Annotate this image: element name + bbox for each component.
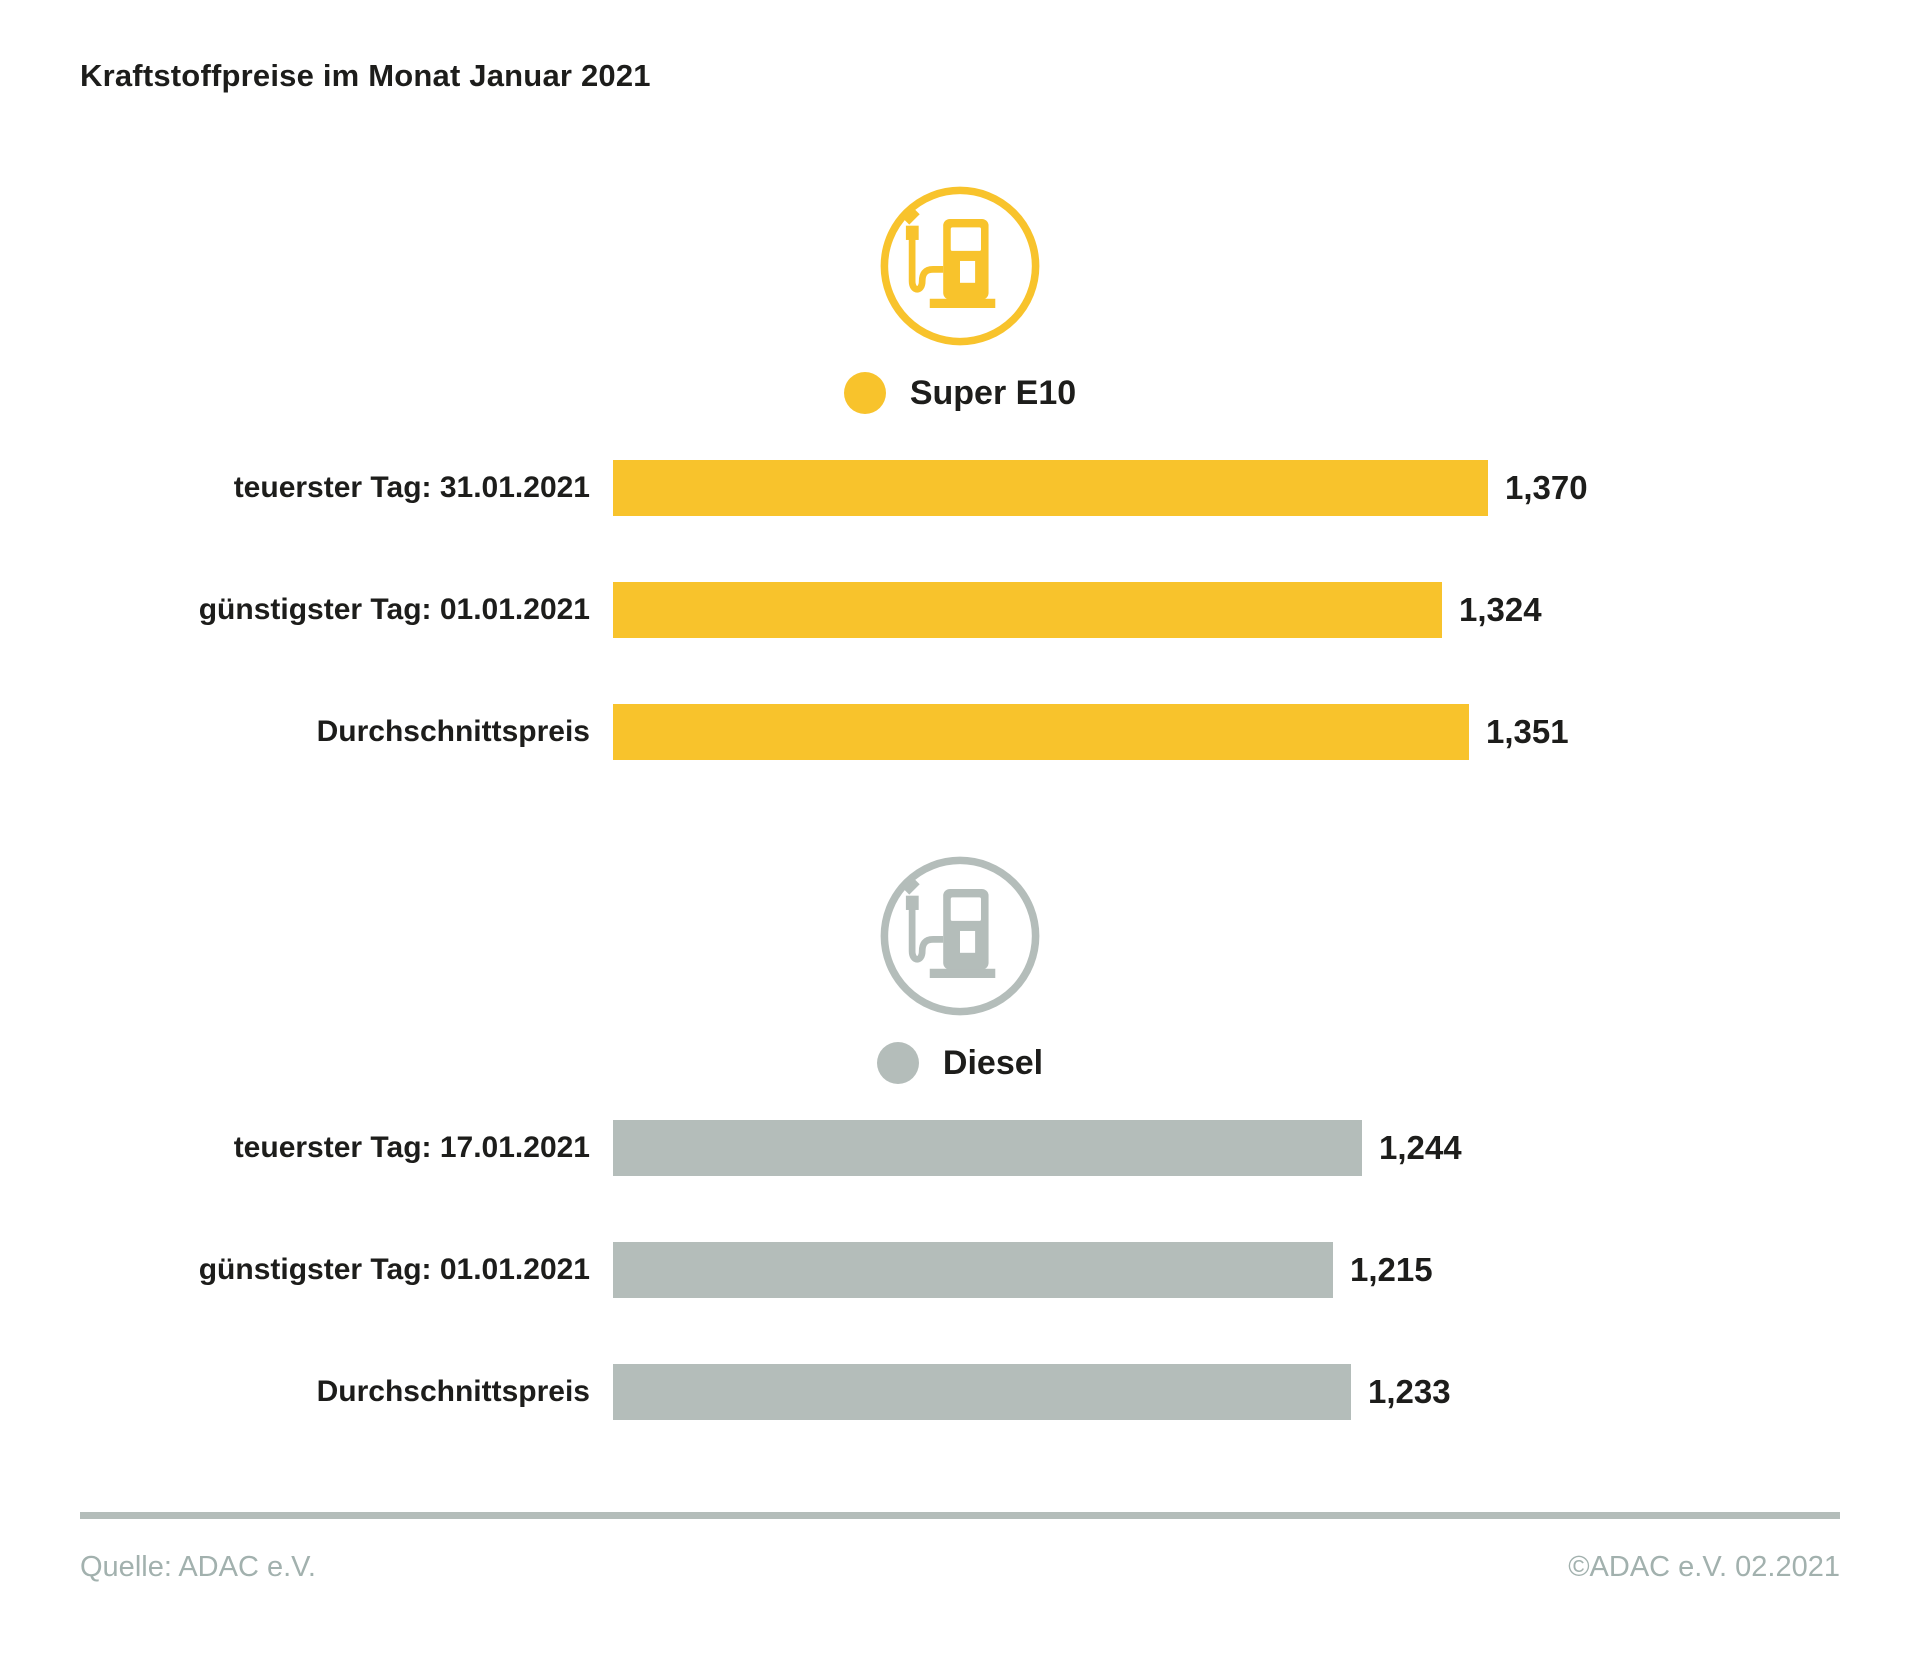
source-text: Quelle: ADAC e.V. bbox=[80, 1551, 316, 1583]
bar-label: Durchschnittspreis bbox=[316, 715, 590, 748]
bar-label: teuerster Tag: 17.01.2021 bbox=[233, 1131, 590, 1164]
bar-label: günstigster Tag: 01.01.2021 bbox=[198, 593, 590, 626]
footer-divider bbox=[80, 1512, 1840, 1519]
bar-label: günstigster Tag: 01.01.2021 bbox=[198, 1253, 590, 1286]
fuel-pump-icon bbox=[80, 852, 1840, 1020]
legend-diesel: Diesel bbox=[80, 1042, 1840, 1084]
footer: Quelle: ADAC e.V. ©ADAC e.V. 02.2021 bbox=[80, 1551, 1840, 1584]
bar-value: 1,233 bbox=[1368, 1373, 1451, 1410]
bar-value: 1,324 bbox=[1459, 591, 1542, 628]
fuel-pump-icon bbox=[880, 856, 1040, 1016]
bar bbox=[613, 1120, 1362, 1176]
fuel-pump-icon bbox=[80, 182, 1840, 350]
bar-value: 1,244 bbox=[1379, 1129, 1462, 1166]
group-super-e10: Super E10 teuerster Tag: 31.01.2021 1,37… bbox=[80, 182, 1840, 760]
bar bbox=[613, 1242, 1333, 1298]
bar-label: Durchschnittspreis bbox=[316, 1375, 590, 1408]
bar-row: günstigster Tag: 01.01.2021 1,324 bbox=[80, 582, 1840, 638]
bar-row: teuerster Tag: 31.01.2021 1,370 bbox=[80, 460, 1840, 516]
bar bbox=[613, 704, 1469, 760]
legend-dot bbox=[843, 372, 886, 414]
bar-label: teuerster Tag: 31.01.2021 bbox=[233, 471, 590, 504]
legend-label: Diesel bbox=[942, 1043, 1044, 1082]
bar-value: 1,370 bbox=[1505, 469, 1588, 506]
bar-row: teuerster Tag: 17.01.2021 1,244 bbox=[80, 1120, 1840, 1176]
bar-value: 1,215 bbox=[1350, 1251, 1433, 1288]
fuel-pump-icon bbox=[880, 186, 1040, 346]
copyright-text: ©ADAC e.V. 02.2021 bbox=[1568, 1551, 1840, 1583]
bar-group-diesel: teuerster Tag: 17.01.2021 1,244 günstigs… bbox=[80, 1120, 1840, 1420]
group-diesel: Diesel teuerster Tag: 17.01.2021 1,244 g… bbox=[80, 852, 1840, 1420]
bar bbox=[613, 460, 1488, 516]
bar-row: Durchschnittspreis 1,233 bbox=[80, 1364, 1840, 1420]
bar-group-super-e10: teuerster Tag: 31.01.2021 1,370 günstigs… bbox=[80, 460, 1840, 760]
bar bbox=[613, 1364, 1351, 1420]
bar bbox=[613, 582, 1442, 638]
legend-super-e10: Super E10 bbox=[80, 372, 1840, 414]
page-title: Kraftstoffpreise im Monat Januar 2021 bbox=[80, 58, 651, 93]
legend-dot bbox=[876, 1042, 919, 1084]
legend-label: Super E10 bbox=[909, 373, 1077, 412]
bar-row: günstigster Tag: 01.01.2021 1,215 bbox=[80, 1242, 1840, 1298]
bar-value: 1,351 bbox=[1486, 713, 1569, 750]
bar-row: Durchschnittspreis 1,351 bbox=[80, 704, 1840, 760]
